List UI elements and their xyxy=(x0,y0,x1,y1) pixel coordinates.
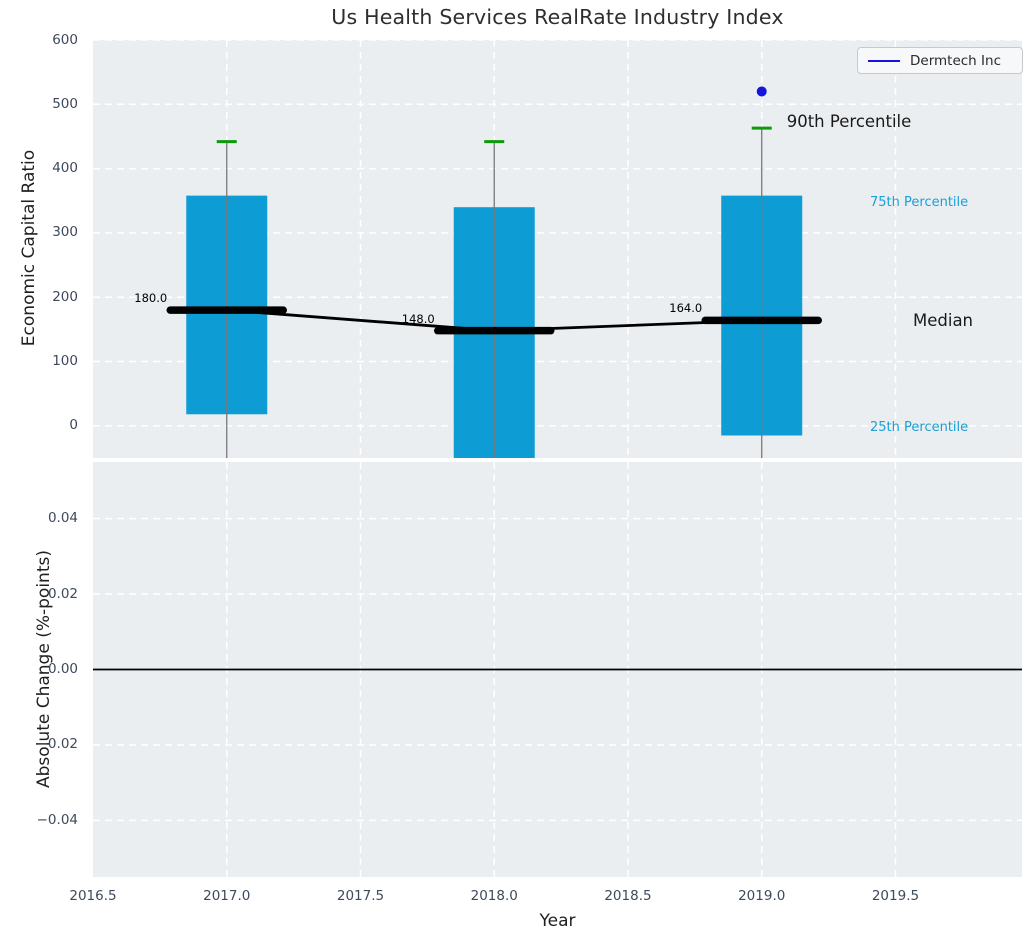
y-tick-label-bottom: −0.02 xyxy=(36,736,78,753)
median-value-label-2018: 148.0 xyxy=(401,311,435,326)
y-tick-label-bottom: −0.04 xyxy=(36,811,78,828)
y-tick-label-top: 100 xyxy=(52,353,78,370)
y-tick-label-top: 500 xyxy=(52,95,78,112)
axes-economic-capital-ratio: 180.0 148.0 164.0 90th Percentile 75th P… xyxy=(93,40,1023,458)
x-tick-label: 2018.0 xyxy=(470,888,518,904)
x-tick-label: 2018.5 xyxy=(604,888,652,904)
median-value-label-2017: 180.0 xyxy=(134,291,168,306)
annotation-75th-percentile: 75th Percentile xyxy=(870,195,969,211)
median-value-label-2019: 164.0 xyxy=(669,301,703,316)
x-axis-label-year: Year xyxy=(539,911,576,931)
dermtech-point xyxy=(756,86,767,97)
y-tick-label-bottom: 0.00 xyxy=(47,661,78,677)
y-tick-label-top: 300 xyxy=(52,224,78,241)
y-tick-label-top: 200 xyxy=(52,288,78,305)
x-tick-label: 2019.5 xyxy=(871,888,920,904)
bottom-plot-canvas xyxy=(93,462,1022,877)
annotation-90th-percentile: 90th Percentile xyxy=(786,112,912,132)
annotation-median: Median xyxy=(913,311,974,331)
y-tick-label-bottom: 0.02 xyxy=(47,585,78,602)
y-tick-label-top: 600 xyxy=(52,31,78,48)
x-tick-label: 2017.5 xyxy=(336,888,385,904)
y-tick-label-top: 0 xyxy=(69,417,78,434)
x-tick-label: 2017.0 xyxy=(203,888,251,904)
chart-title: Us Health Services RealRate Industry Ind… xyxy=(331,5,784,29)
y-tick-label-bottom: 0.04 xyxy=(47,510,78,527)
axes-absolute-change xyxy=(93,462,1022,877)
y-tick-label-top: 400 xyxy=(52,160,78,177)
annotation-25th-percentile: 25th Percentile xyxy=(870,419,969,435)
legend-line-sample xyxy=(868,59,900,62)
x-tick-label: 2016.5 xyxy=(69,888,117,904)
legend: Dermtech Inc xyxy=(857,47,1023,74)
x-tick-label: 2019.0 xyxy=(738,888,786,904)
legend-label: Dermtech Inc xyxy=(910,52,1001,69)
top-plot-canvas xyxy=(93,40,1022,458)
